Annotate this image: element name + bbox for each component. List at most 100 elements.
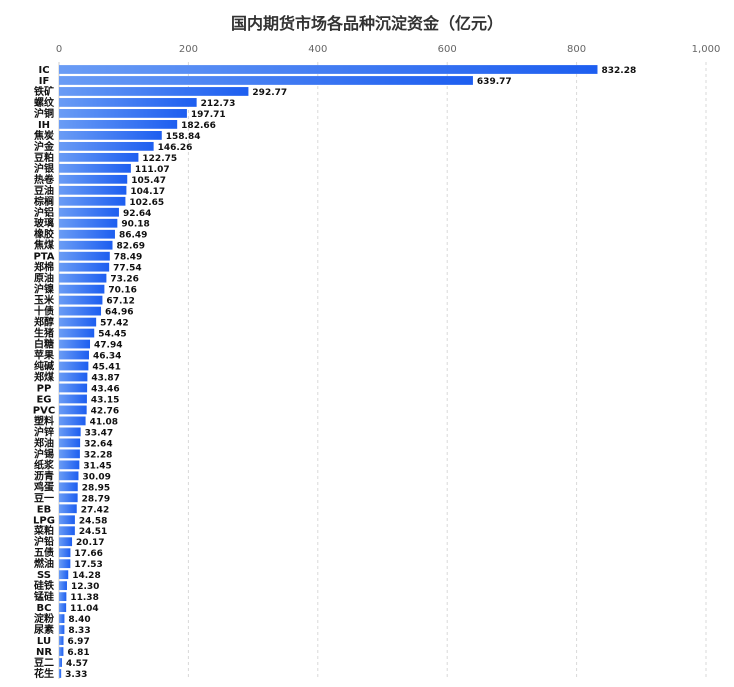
data-label: 82.69 <box>117 242 145 252</box>
category-label: 纯碱 <box>34 360 54 373</box>
x-tick-label: 800 <box>567 44 586 55</box>
bar <box>59 405 87 415</box>
bar <box>59 482 78 492</box>
data-label: 32.64 <box>84 439 112 449</box>
bar <box>59 504 77 514</box>
data-label: 78.49 <box>114 253 142 263</box>
data-label: 17.53 <box>74 560 102 570</box>
bar <box>59 98 197 107</box>
category-label: 豆油 <box>34 184 54 197</box>
category-label: LU <box>37 636 51 647</box>
category-label: BC <box>37 603 52 614</box>
category-label: PTA <box>33 252 54 263</box>
data-label: 14.28 <box>72 571 100 581</box>
category-label: EG <box>36 394 51 405</box>
data-label: 102.65 <box>129 198 164 208</box>
bar <box>59 317 97 327</box>
category-label: 白糖 <box>34 338 54 351</box>
data-label: 28.79 <box>82 494 110 504</box>
bar <box>59 229 115 239</box>
category-label: 玻璃 <box>34 217 54 230</box>
data-label: 104.17 <box>130 187 165 197</box>
category-label: IH <box>38 120 50 131</box>
category-label: 玉米 <box>34 294 55 307</box>
bar <box>59 625 65 634</box>
category-label: 豆二 <box>34 657 54 669</box>
data-label: 27.42 <box>81 505 109 515</box>
x-tick-label: 200 <box>179 44 198 55</box>
bar <box>59 240 113 250</box>
data-label: 832.28 <box>601 66 636 76</box>
data-label: 4.57 <box>66 659 88 669</box>
bar <box>59 185 127 195</box>
bar <box>59 394 87 404</box>
category-label: 沪锡 <box>34 447 54 460</box>
category-label: 郑醇 <box>34 316 54 329</box>
x-tick-label: 1,000 <box>692 44 721 55</box>
data-label: 122.75 <box>142 154 177 164</box>
bar <box>59 614 65 623</box>
category-label: 郑油 <box>34 436 54 449</box>
data-labels: 832.28 639.77 292.77 212.73197.71182.66158.… <box>65 66 636 680</box>
bar <box>59 449 80 459</box>
category-label: 沪镍 <box>34 283 54 296</box>
category-label: 焦煤 <box>33 239 54 252</box>
category-label: 十债 <box>34 305 54 318</box>
data-label: 30.09 <box>82 472 110 482</box>
category-label: SS <box>37 570 51 581</box>
category-label: IC <box>38 65 49 76</box>
category-label: 五债 <box>34 546 54 559</box>
data-label: 31.45 <box>83 461 111 471</box>
bar <box>59 328 95 338</box>
bar <box>59 76 473 85</box>
data-label: 11.38 <box>70 593 98 603</box>
data-label: 70.16 <box>108 286 136 296</box>
category-label: 硅铁 <box>34 579 54 592</box>
category-label: 焦炭 <box>33 129 54 142</box>
category-label: PVC <box>33 405 55 416</box>
bar <box>59 669 62 678</box>
bar <box>59 284 105 294</box>
bar <box>59 251 110 261</box>
data-label: 111.07 <box>135 165 170 175</box>
data-label: 41.08 <box>90 417 118 427</box>
bar <box>59 174 128 184</box>
category-label: 沪铅 <box>34 535 54 548</box>
data-label: 146.26 <box>158 143 193 153</box>
bar <box>59 262 110 272</box>
data-label: 28.95 <box>82 483 110 493</box>
bar <box>59 548 71 558</box>
data-label: 64.96 <box>105 308 133 318</box>
bar <box>59 493 78 503</box>
category-label: 沪铝 <box>34 206 54 219</box>
data-label: 182.66 <box>181 121 216 131</box>
bar <box>59 570 69 580</box>
data-label: 105.47 <box>131 176 166 186</box>
category-label: 燃油 <box>34 557 54 570</box>
category-label: 生猪 <box>34 327 54 340</box>
category-label: 沪锌 <box>34 425 54 438</box>
data-label: 86.49 <box>119 231 147 241</box>
bar <box>59 361 89 371</box>
category-label: 纸浆 <box>34 458 55 471</box>
data-label: 24.58 <box>79 516 107 526</box>
data-label: 6.97 <box>68 637 90 647</box>
data-label: 67.12 <box>106 297 134 307</box>
bar <box>59 526 75 536</box>
category-label: 锰硅 <box>34 590 54 603</box>
bar <box>59 636 64 645</box>
data-label: 212.73 <box>201 99 236 109</box>
bar <box>59 581 67 591</box>
bar <box>59 416 86 426</box>
category-label: PP <box>37 383 52 394</box>
bar <box>59 306 102 316</box>
bar <box>59 130 162 140</box>
category-label: 郑棉 <box>34 261 54 274</box>
bar <box>59 163 131 173</box>
category-label: 热卷 <box>34 173 55 186</box>
category-label: 豆粕 <box>34 151 54 164</box>
data-label: 20.17 <box>76 538 104 548</box>
data-label: 54.45 <box>98 330 126 340</box>
bar <box>59 647 64 656</box>
